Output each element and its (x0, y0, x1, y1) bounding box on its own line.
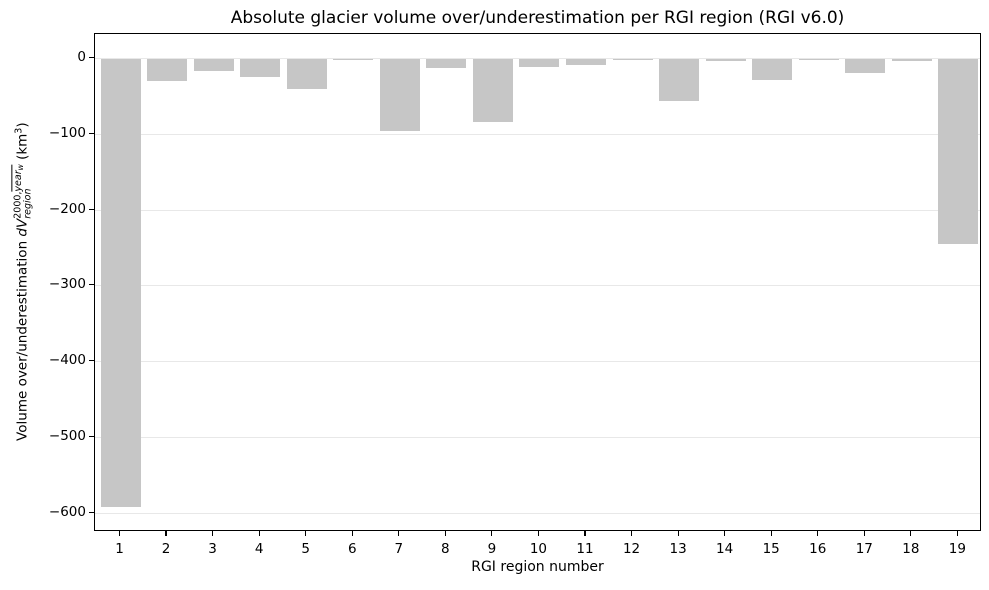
x-tick-mark-17 (863, 531, 865, 536)
x-tick-mark-18 (910, 531, 912, 536)
bar-region-15 (752, 58, 793, 81)
gridline-y--600 (95, 512, 980, 514)
y-tick-label--300: −300 (48, 276, 86, 293)
chart-title: Absolute glacier volume over/underestima… (230, 8, 845, 28)
x-tick-mark-5 (305, 531, 307, 536)
x-tick-mark-9 (491, 531, 493, 536)
x-tick-mark-13 (677, 531, 679, 536)
x-tick-label-19: 19 (948, 541, 966, 557)
x-tick-mark-15 (770, 531, 772, 536)
x-tick-mark-16 (817, 531, 819, 536)
y-axis-label-sup-w: w (15, 164, 25, 171)
x-tick-label-1: 1 (115, 541, 124, 557)
y-tick-mark--400 (89, 360, 94, 362)
bar-region-11 (566, 58, 606, 66)
bar-region-13 (659, 58, 700, 101)
x-tick-label-14: 14 (716, 541, 734, 557)
bar-region-1 (100, 58, 141, 508)
x-tick-mark-19 (956, 531, 958, 536)
y-tick-label--500: −500 (48, 428, 86, 444)
y-tick-mark--300 (89, 284, 94, 286)
x-tick-mark-12 (630, 531, 633, 536)
bar-region-19 (938, 58, 979, 245)
bar-region-17 (845, 58, 886, 73)
y-tick-label-0: 0 (77, 49, 86, 65)
x-tick-label-7: 7 (394, 541, 404, 557)
bar-region-8 (426, 58, 467, 68)
bar-region-5 (286, 58, 327, 89)
bar-region-3 (193, 58, 234, 72)
x-tick-label-15: 15 (762, 541, 780, 557)
x-tick-mark-4 (258, 531, 260, 536)
y-axis-label-variable: dV (14, 218, 31, 237)
x-tick-label-11: 11 (576, 541, 594, 557)
x-tick-label-12: 12 (622, 541, 641, 557)
y-tick-mark--600 (89, 511, 94, 513)
y-axis-label-prefix: Volume over/underestimation (14, 236, 31, 441)
x-tick-label-18: 18 (902, 541, 920, 557)
x-tick-label-5: 5 (301, 541, 310, 557)
x-tick-mark-1 (118, 531, 121, 536)
x-tick-mark-11 (584, 531, 586, 536)
y-axis-label-sup-overline: yearw (11, 164, 25, 192)
y-tick-mark--100 (89, 132, 94, 134)
x-tick-label-8: 8 (441, 541, 450, 557)
gridline-y--100 (95, 133, 980, 135)
x-tick-mark-6 (351, 531, 353, 536)
gridline-y--400 (95, 361, 980, 363)
y-tick-label--400: −400 (48, 352, 86, 369)
bar-region-2 (147, 58, 188, 82)
x-tick-label-3: 3 (208, 541, 217, 557)
x-tick-label-16: 16 (809, 541, 827, 557)
x-tick-label-2: 2 (161, 541, 171, 557)
gridline-y--300 (95, 285, 980, 287)
y-tick-label--600: −600 (48, 503, 86, 520)
bar-region-16 (798, 58, 839, 61)
x-tick-label-13: 13 (669, 541, 687, 557)
y-tick-label--100: −100 (48, 124, 86, 141)
x-axis-label: RGI region number (471, 559, 604, 575)
bar-region-10 (519, 58, 560, 67)
y-tick-mark--500 (89, 435, 94, 438)
x-tick-label-17: 17 (855, 541, 873, 557)
x-tick-mark-8 (444, 531, 446, 536)
bar-region-7 (379, 58, 420, 132)
bar-region-4 (240, 58, 281, 78)
bar-region-9 (472, 58, 513, 123)
bar-region-14 (705, 58, 746, 62)
y-tick-label--200: −200 (48, 200, 86, 217)
gridline-y--500 (95, 437, 980, 438)
x-tick-mark-14 (724, 531, 726, 536)
x-tick-label-6: 6 (347, 541, 357, 557)
bar-region-12 (612, 58, 653, 61)
y-tick-mark-0 (89, 56, 94, 59)
x-tick-mark-2 (165, 531, 167, 536)
x-tick-label-10: 10 (529, 541, 548, 557)
gridline-y--200 (95, 209, 980, 211)
x-tick-label-4: 4 (254, 541, 264, 557)
x-tick-mark-10 (537, 531, 540, 536)
bar-region-18 (891, 58, 932, 62)
y-tick-mark--200 (89, 208, 94, 210)
plot-area (94, 33, 981, 531)
x-tick-mark-3 (212, 531, 214, 536)
x-tick-label-9: 9 (487, 541, 497, 557)
x-tick-mark-7 (398, 531, 400, 536)
